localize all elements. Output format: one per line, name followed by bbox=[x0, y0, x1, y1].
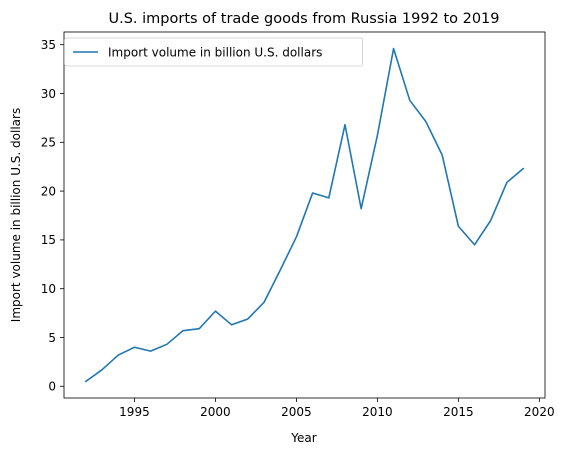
x-tick-label: 2015 bbox=[443, 405, 474, 419]
x-tick-label: 1995 bbox=[119, 405, 150, 419]
y-tick-label: 20 bbox=[41, 184, 56, 198]
y-axis-label: Import volume in billion U.S. dollars bbox=[9, 108, 23, 322]
x-tick-label: 2000 bbox=[200, 405, 231, 419]
y-tick-label: 15 bbox=[41, 233, 56, 247]
legend-label: Import volume in billion U.S. dollars bbox=[108, 46, 322, 60]
legend-box bbox=[64, 37, 363, 67]
y-tick-label: 10 bbox=[41, 282, 56, 296]
series-layer bbox=[84, 47, 525, 383]
x-tick-label: 2010 bbox=[362, 405, 393, 419]
y-tick-label: 0 bbox=[48, 380, 56, 394]
legend: Import volume in billion U.S. dollars bbox=[64, 37, 363, 67]
y-tick-label: 30 bbox=[41, 87, 56, 101]
x-tick-label: 2005 bbox=[281, 405, 312, 419]
series-line-0 bbox=[84, 47, 525, 383]
chart-title: U.S. imports of trade goods from Russia … bbox=[108, 11, 499, 27]
x-axis-label: Year bbox=[290, 431, 316, 445]
y-tick-label: 25 bbox=[41, 136, 56, 150]
y-tick-label: 5 bbox=[48, 331, 56, 345]
x-tick-label: 2020 bbox=[524, 405, 555, 419]
y-axis: 0 5 10 15 20 25 30 35 bbox=[41, 38, 64, 394]
y-tick-label: 35 bbox=[41, 38, 56, 52]
x-axis: 1995 2000 2005 2010 2015 2020 bbox=[119, 398, 555, 419]
